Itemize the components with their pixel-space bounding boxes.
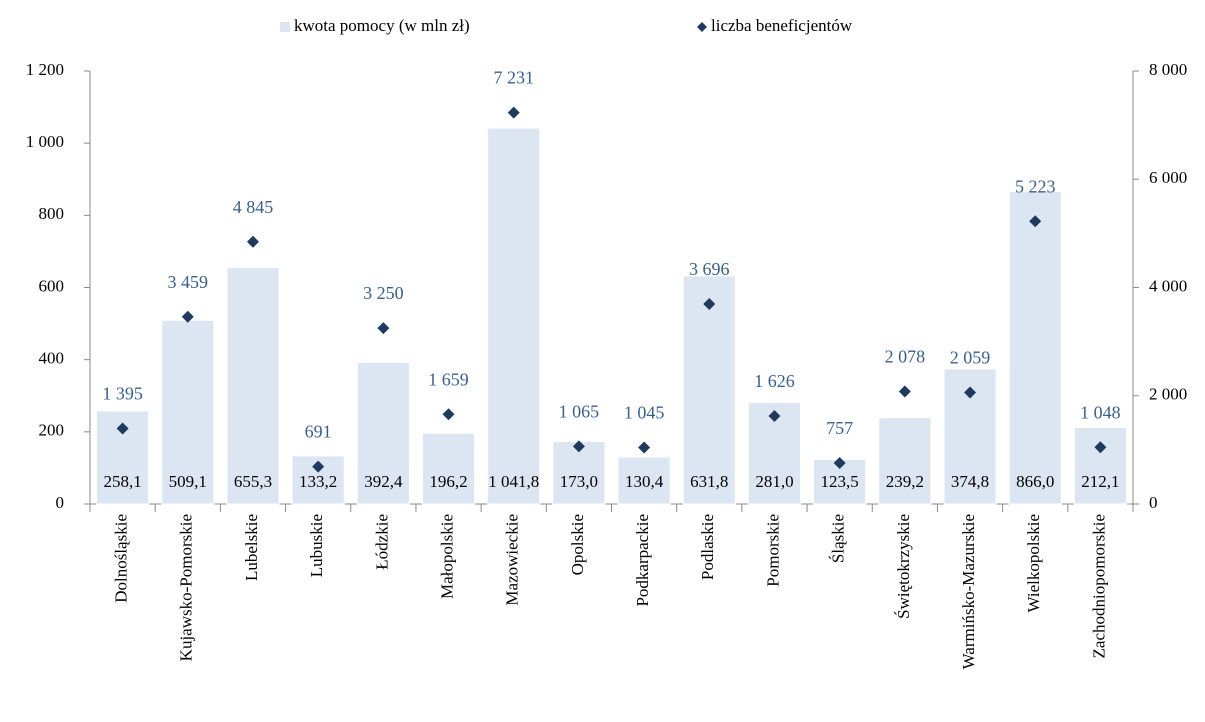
bar-value-label: 133,2 <box>299 472 337 491</box>
marker-value-label: 4 845 <box>233 197 274 217</box>
bar <box>226 267 280 505</box>
x-tick-label: Śląskie <box>829 514 848 563</box>
diamond-marker <box>507 106 520 119</box>
marker-value-label: 3 250 <box>363 283 404 303</box>
legend-swatch <box>697 22 707 32</box>
diamond-marker <box>833 457 846 470</box>
bar-value-label: 173,0 <box>560 472 598 491</box>
bar <box>161 319 215 505</box>
marker-value-label: 1 045 <box>624 403 665 423</box>
marker-value-label: 1 395 <box>102 384 143 404</box>
legend-label: kwota pomocy (w mln zł) <box>294 16 470 35</box>
x-tick-label: Kujawsko-Pomorskie <box>177 514 196 661</box>
bar-value-label: 281,0 <box>755 472 793 491</box>
bar <box>617 456 671 505</box>
x-tick-label: Wielkopolskie <box>1024 514 1043 612</box>
diamond-marker <box>572 440 585 453</box>
marker-value-label: 7 231 <box>493 68 534 88</box>
y-tick-label: 200 <box>39 421 65 440</box>
bar <box>878 417 932 505</box>
diamond-marker <box>116 422 129 435</box>
y-tick-label: 400 <box>39 349 65 368</box>
bar <box>682 275 736 505</box>
bar <box>1008 191 1062 505</box>
bar-value-label: 866,0 <box>1016 472 1054 491</box>
bar-value-label: 392,4 <box>364 472 403 491</box>
marker-value-label: 1 048 <box>1080 402 1121 422</box>
marker-value-label: 3 459 <box>168 272 209 292</box>
diamond-marker <box>964 386 977 399</box>
y-tick-label: 1 200 <box>26 60 64 79</box>
x-tick-label: Zachodniopomorskie <box>1089 514 1108 658</box>
diamond-marker <box>246 235 259 248</box>
bar-value-label: 509,1 <box>169 472 207 491</box>
marker-value-label: 2 078 <box>885 347 926 367</box>
x-tick-label: Podlaskie <box>698 514 717 580</box>
legend-label: liczba beneficjentów <box>711 16 853 35</box>
marker-value-label: 691 <box>305 422 332 442</box>
x-tick-label: Pomorskie <box>763 514 782 587</box>
y2-tick-label: 4 000 <box>1149 276 1187 295</box>
diamond-marker <box>1029 215 1042 228</box>
marker-value-label: 1 065 <box>559 401 600 421</box>
y2-tick-label: 6 000 <box>1149 168 1187 187</box>
bar-value-label: 1 041,8 <box>488 472 539 491</box>
x-tick-label: Warmińsko-Mazurskie <box>959 514 978 669</box>
x-tick-label: Lubuskie <box>307 514 326 577</box>
y2-tick-label: 8 000 <box>1149 60 1187 79</box>
x-tick-label: Małopolskie <box>437 514 456 599</box>
bar <box>1073 426 1127 505</box>
marker-value-label: 757 <box>826 418 853 438</box>
x-tick-label: Podkarpackie <box>633 514 652 607</box>
bar-value-label: 631,8 <box>690 472 728 491</box>
bar-value-label: 123,5 <box>821 472 859 491</box>
bar-value-label: 130,4 <box>625 472 664 491</box>
diamond-marker <box>312 460 325 473</box>
x-tick-label: Mazowieckie <box>503 514 522 606</box>
diamond-marker <box>768 409 781 422</box>
bar <box>421 432 476 505</box>
bar-value-label: 196,2 <box>429 472 467 491</box>
diamond-marker <box>1094 441 1107 454</box>
bar <box>487 127 541 505</box>
y-tick-label: 0 <box>56 493 65 512</box>
x-tick-label: Dolnośląskie <box>112 514 131 603</box>
bar <box>356 361 410 505</box>
bar-value-label: 212,1 <box>1081 472 1119 491</box>
diamond-marker <box>377 322 390 335</box>
marker-value-label: 1 626 <box>754 371 795 391</box>
x-tick-label: Opolskie <box>568 514 587 575</box>
x-tick-label: Świętokrzyskie <box>894 514 913 619</box>
diamond-marker <box>442 408 455 421</box>
marker-value-label: 3 696 <box>689 259 730 279</box>
marker-value-label: 5 223 <box>1015 176 1056 196</box>
diamond-marker <box>181 310 194 323</box>
y-tick-label: 600 <box>39 276 65 295</box>
diamond-marker <box>898 385 911 398</box>
bar-value-label: 239,2 <box>886 472 924 491</box>
y2-tick-label: 0 <box>1149 493 1158 512</box>
bar-value-label: 258,1 <box>103 472 141 491</box>
bar-value-label: 655,3 <box>234 472 272 491</box>
y-tick-label: 1 000 <box>26 132 64 151</box>
y-tick-label: 800 <box>39 204 65 223</box>
y2-tick-label: 2 000 <box>1149 385 1187 404</box>
x-tick-label: Lubelskie <box>242 514 261 581</box>
bar-value-label: 374,8 <box>951 472 989 491</box>
x-tick-label: Łódzkie <box>372 514 391 570</box>
marker-value-label: 2 059 <box>950 348 991 368</box>
diamond-marker <box>703 297 716 310</box>
legend-swatch <box>280 22 290 32</box>
marker-value-label: 1 659 <box>428 369 469 389</box>
diamond-marker <box>638 441 651 454</box>
